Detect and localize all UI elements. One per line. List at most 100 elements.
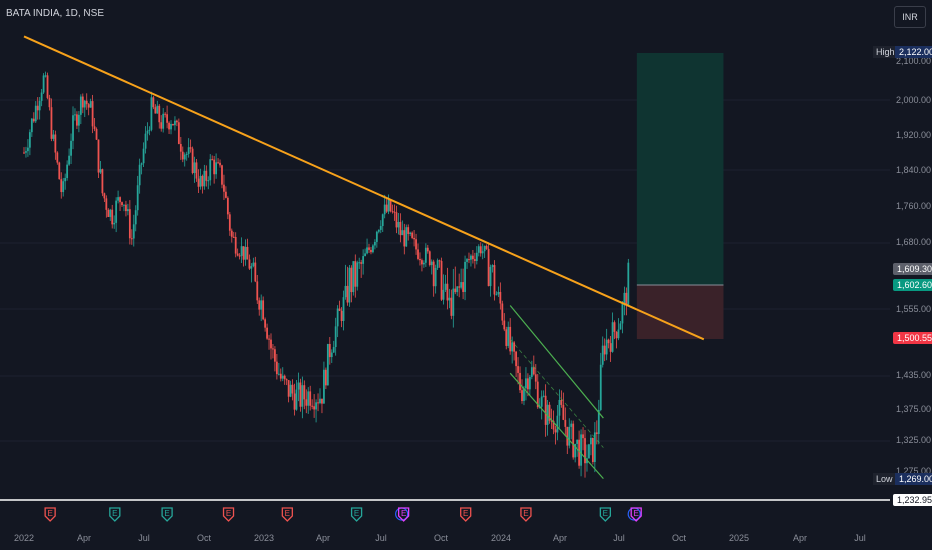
candle-body bbox=[268, 338, 270, 340]
low-label: Low bbox=[873, 473, 896, 485]
candle-body bbox=[283, 375, 286, 380]
candle-body bbox=[262, 300, 265, 320]
candle-body bbox=[309, 391, 312, 406]
candle-body bbox=[615, 331, 618, 339]
candle-body bbox=[162, 113, 165, 129]
earnings-event-icon bbox=[109, 507, 121, 522]
candle-body bbox=[452, 288, 455, 316]
candle-body bbox=[344, 285, 347, 298]
candle-body bbox=[370, 249, 372, 253]
candle-body bbox=[121, 202, 123, 206]
candle-body bbox=[470, 255, 472, 260]
candle-body bbox=[317, 402, 319, 404]
candle-body bbox=[568, 426, 571, 446]
candle-body bbox=[111, 209, 114, 225]
candle-body bbox=[148, 129, 151, 131]
trendline bbox=[23, 35, 705, 341]
earnings-event-icon bbox=[397, 507, 410, 522]
candle-body bbox=[511, 342, 514, 352]
candle-body bbox=[30, 118, 33, 133]
candle-body bbox=[473, 259, 476, 261]
candle-body bbox=[70, 140, 72, 156]
candle-body bbox=[60, 179, 63, 193]
candle-body bbox=[385, 204, 388, 212]
candle-body bbox=[215, 162, 218, 175]
candle-body bbox=[295, 389, 298, 410]
candle-body bbox=[142, 148, 145, 164]
candle-body bbox=[619, 323, 622, 330]
candle-body bbox=[391, 211, 394, 213]
candle-body bbox=[617, 329, 620, 339]
candle-body bbox=[338, 308, 341, 311]
candle-body bbox=[491, 265, 494, 267]
currency-selector[interactable]: INR bbox=[894, 6, 926, 28]
candle-body bbox=[446, 283, 449, 301]
candle-body bbox=[393, 211, 396, 213]
earnings-event-label: E bbox=[603, 509, 608, 518]
candle-body bbox=[481, 251, 484, 254]
candle-body bbox=[483, 245, 486, 252]
candle-body bbox=[364, 253, 366, 257]
candle-body bbox=[566, 426, 569, 446]
candle-body bbox=[572, 423, 575, 458]
candle-body bbox=[421, 260, 423, 265]
candle-body bbox=[509, 326, 512, 352]
candle-body bbox=[258, 300, 261, 310]
candle-body bbox=[126, 209, 129, 212]
y-tick: 1,555.00 bbox=[896, 304, 932, 314]
candle-body bbox=[189, 147, 192, 149]
candle-body bbox=[517, 366, 519, 373]
candle-body bbox=[330, 352, 333, 358]
candle-body bbox=[576, 439, 579, 444]
candle-body bbox=[324, 369, 327, 386]
candle-body bbox=[89, 101, 92, 108]
candle-body bbox=[436, 260, 439, 268]
candle-body bbox=[181, 151, 184, 160]
y-tick: 1,325.00 bbox=[896, 435, 932, 445]
candle-body bbox=[193, 162, 196, 174]
candle-body bbox=[154, 107, 157, 114]
candle-body bbox=[319, 398, 321, 404]
candle-body bbox=[358, 262, 361, 264]
candle-body bbox=[552, 420, 555, 430]
candle-body bbox=[95, 128, 98, 140]
earnings-event-label: E bbox=[112, 509, 117, 518]
candle-body bbox=[64, 178, 67, 182]
candle-body bbox=[523, 388, 525, 401]
candle-body bbox=[254, 262, 257, 282]
candle-body bbox=[621, 304, 624, 324]
candle-body bbox=[372, 245, 374, 253]
earnings-event-label: E bbox=[226, 509, 231, 518]
y-tick: 1,275.00 bbox=[896, 466, 932, 476]
candle-body bbox=[58, 162, 61, 180]
candle-body bbox=[554, 429, 557, 433]
candle-body bbox=[352, 261, 355, 293]
candle-body bbox=[411, 232, 414, 238]
candle-body bbox=[399, 221, 402, 236]
chart-title: BATA INDIA, 1D, NSE bbox=[6, 8, 104, 19]
x-tick: Jul bbox=[613, 533, 625, 543]
candle-body bbox=[234, 237, 237, 254]
candle-body bbox=[219, 162, 221, 166]
candle-body bbox=[625, 292, 628, 305]
candle-body bbox=[448, 297, 451, 301]
earnings-event-label: E bbox=[285, 509, 290, 518]
candle-body bbox=[426, 247, 429, 252]
candle-body bbox=[560, 399, 563, 405]
candle-body bbox=[101, 169, 104, 194]
candle-body bbox=[525, 378, 527, 389]
candle-body bbox=[152, 97, 155, 108]
candle-body bbox=[217, 162, 219, 164]
x-tick: Oct bbox=[433, 533, 449, 543]
y-tick: 1,840.00 bbox=[896, 165, 932, 175]
candle-body bbox=[605, 339, 608, 355]
candle-body bbox=[68, 155, 70, 165]
target-zone bbox=[636, 53, 724, 285]
candle-body bbox=[489, 266, 492, 287]
low-value-tag: 1,269.00 bbox=[895, 473, 932, 485]
candle-body bbox=[74, 114, 76, 116]
candle-body bbox=[460, 282, 463, 288]
candle-body bbox=[383, 204, 386, 215]
candle-body bbox=[281, 375, 284, 379]
